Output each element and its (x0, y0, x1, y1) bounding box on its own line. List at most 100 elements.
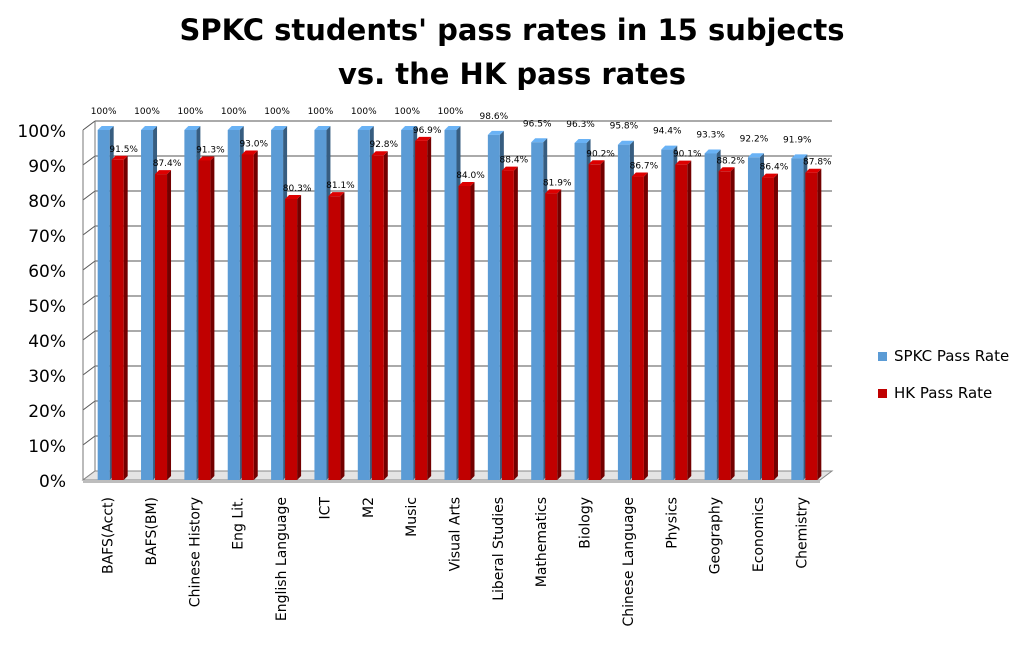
data-label-hk: 87.8% (803, 158, 832, 168)
bar-top (747, 153, 764, 158)
legend: SPKC Pass Rate HK Pass Rate (878, 346, 1009, 420)
data-label-spkc: 95.8% (610, 122, 639, 132)
bar-top (444, 126, 461, 130)
bar-front (97, 130, 110, 480)
bar-top (401, 126, 418, 130)
bar-spkc (184, 126, 201, 480)
data-label-spkc: 100% (394, 107, 420, 117)
y-tick-label: 100% (17, 122, 66, 142)
bar-front (805, 172, 818, 480)
data-label-spkc: 100% (351, 107, 377, 117)
bar-top (314, 126, 331, 130)
bar-hk (155, 170, 172, 480)
data-label-spkc: 96.5% (523, 119, 552, 129)
legend-item-spkc: SPKC Pass Rate (878, 346, 1009, 366)
data-label-hk: 84.0% (456, 171, 485, 181)
bar-hk (371, 151, 388, 480)
y-tick-label: 60% (28, 262, 66, 282)
bar-top (328, 192, 345, 197)
bar-top (791, 154, 808, 159)
bar-spkc (271, 126, 288, 480)
bar-hk (675, 160, 692, 480)
data-label-hk: 88.4% (500, 156, 529, 166)
data-label-hk: 81.1% (326, 181, 355, 191)
bar-top (617, 140, 634, 145)
bar-spkc (747, 153, 764, 481)
bar-front (761, 177, 774, 480)
bar-hk (415, 136, 432, 480)
bar-front (531, 142, 544, 480)
bar-spkc (97, 126, 114, 480)
bar-front (444, 130, 457, 480)
data-label-hk: 80.3% (283, 184, 312, 194)
bar-top (155, 170, 172, 175)
bar-spkc (531, 138, 548, 480)
bar-top (531, 138, 548, 143)
bar-front (401, 130, 414, 480)
data-label-hk: 81.9% (543, 178, 572, 188)
gridline-side (82, 155, 96, 166)
data-label-spkc: 91.9% (783, 135, 812, 145)
bar-front (371, 155, 384, 480)
bar-top (487, 130, 504, 135)
y-tick-label: 80% (28, 192, 66, 212)
bar-hk (328, 192, 345, 480)
bar-top (371, 151, 388, 156)
bar-top (97, 126, 114, 130)
bar-top (111, 155, 128, 160)
y-tick-label: 0% (39, 472, 66, 492)
bar-hk (631, 172, 648, 481)
bar-front (791, 158, 804, 480)
bar-side (557, 189, 562, 480)
data-label-spkc: 98.6% (480, 112, 509, 122)
bar-top (661, 145, 678, 150)
bar-top (227, 126, 244, 130)
bar-side (817, 168, 822, 480)
data-label-hk: 90.2% (586, 149, 615, 159)
data-label-spkc: 94.4% (653, 127, 682, 137)
x-tick-label: Mathematics (534, 497, 550, 587)
gridline-side (82, 225, 96, 236)
legend-swatch-hk (878, 388, 887, 398)
bar-front (415, 140, 428, 480)
gridline-side (82, 120, 96, 131)
legend-label-spkc: SPKC Pass Rate (894, 347, 1010, 365)
bar-top (805, 168, 822, 173)
x-tick-label: M2 (361, 497, 377, 518)
bar-side (253, 150, 258, 480)
x-tick-label: ICT (317, 497, 333, 520)
data-label-hk: 91.3% (196, 145, 225, 155)
bar-side (513, 166, 518, 480)
data-label-hk: 96.9% (413, 126, 442, 136)
y-tick-label: 50% (28, 297, 66, 317)
chart-title-line1: SPKC students' pass rates in 15 subjects (179, 13, 845, 47)
bar-top (704, 149, 721, 154)
bar-side (210, 156, 215, 480)
gridline-side (82, 365, 96, 376)
bar-front (617, 144, 630, 480)
y-tick-label: 10% (28, 437, 66, 457)
gridline-side (82, 295, 96, 306)
y-tick-label: 90% (28, 157, 66, 177)
bar-top (415, 136, 432, 141)
bar-hk (761, 173, 778, 480)
bar-spkc (401, 126, 418, 480)
bar-spkc (314, 126, 331, 480)
x-tick-label: Liberal Studies (491, 497, 507, 601)
bar-top (241, 150, 258, 155)
bar-top (574, 138, 591, 143)
bar-hk (458, 182, 475, 480)
bar-front (285, 198, 298, 480)
bar-side (470, 182, 475, 480)
gridline-side (82, 435, 96, 446)
bar-spkc (357, 126, 374, 480)
legend-item-hk: HK Pass Rate (878, 383, 1009, 403)
bar-top (545, 189, 562, 194)
bar-front (588, 164, 601, 481)
bar-front (314, 130, 327, 480)
x-tick-label: Geography (708, 497, 724, 574)
gridline-side (82, 400, 96, 411)
bar-top (631, 172, 648, 177)
bar-spkc (661, 145, 678, 480)
bar-side (383, 151, 388, 480)
